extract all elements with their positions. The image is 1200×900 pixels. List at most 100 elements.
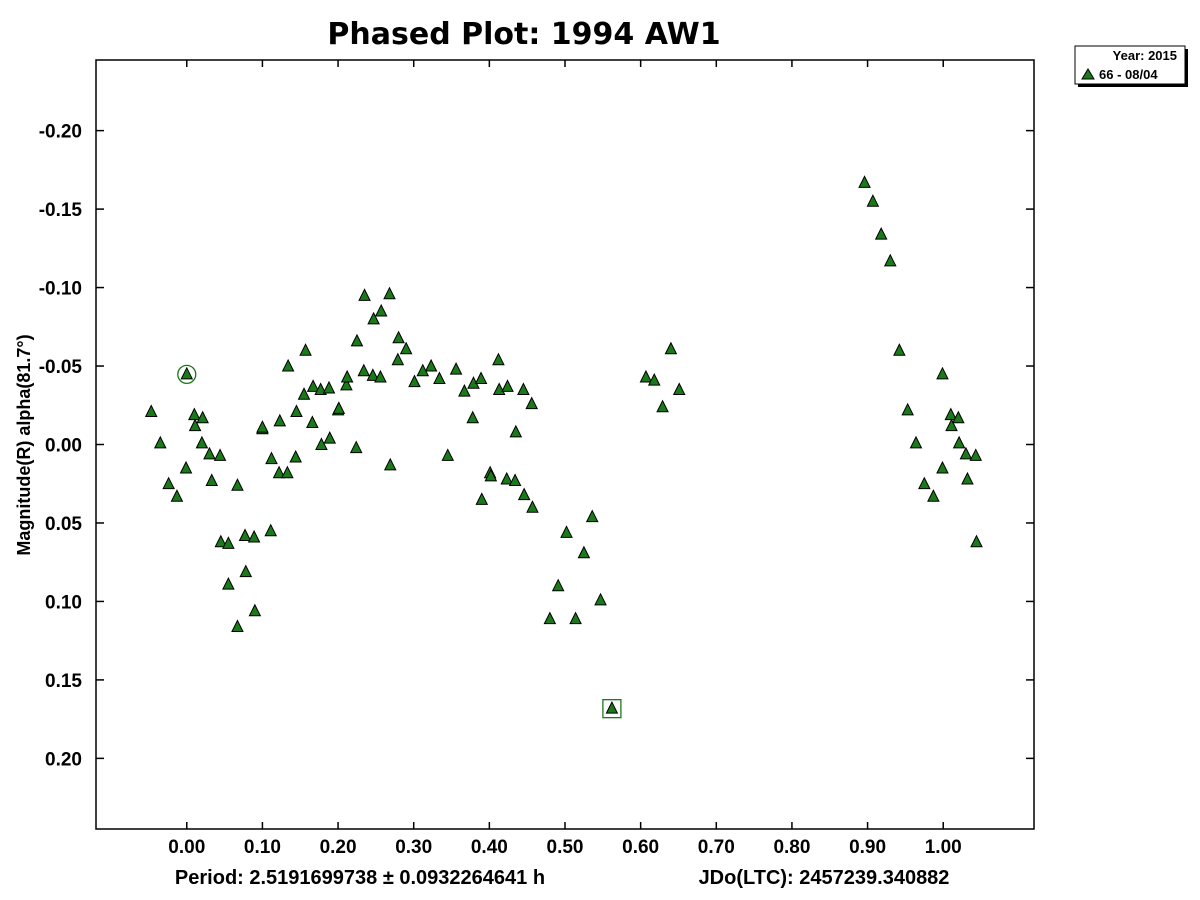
y-axis-label: Magnitude(R) alpha(81.7°) [14,334,34,555]
data-point [399,341,413,355]
data-point [315,437,328,450]
data-point [508,473,522,487]
data-point [306,415,319,428]
data-point [501,379,514,392]
data-point [323,431,337,444]
data-point [509,424,523,438]
data-point [492,352,505,366]
data-point [264,523,278,537]
x-tick-label: 0.80 [773,837,810,858]
x-tick-label: 0.40 [471,837,508,858]
data-point [392,330,405,344]
data-point [458,383,471,397]
data-point [594,592,607,606]
data-point [525,396,539,410]
data-point [256,420,269,433]
data-point [289,449,303,463]
data-point [290,404,303,417]
y-tick-label: 0.20 [45,749,82,770]
x-axis: 0.00 0.10 0.20 0.30 0.40 0.50 0.60 0.70 0.80 0.90… [168,60,962,858]
data-point [909,435,923,449]
data-point [577,545,591,559]
data-point [893,343,906,356]
data-point [936,460,949,474]
data-point [866,194,880,207]
data-point [585,509,599,523]
highlight-circle [177,364,197,385]
data-point [306,379,320,392]
x-tick-label: 1.00 [925,837,962,858]
data-point [248,603,262,617]
data-point [383,457,397,471]
data-point [408,374,421,388]
data-point [162,476,175,490]
y-tick-label: -0.05 [39,357,83,378]
data-point [179,460,193,474]
data-point [374,369,387,383]
data-point [543,611,557,625]
highlighted-data-point [180,366,194,380]
data-point [340,377,353,391]
y-tick-label: -0.15 [39,200,83,221]
y-tick-label: -0.10 [39,279,82,300]
x-tick-label: 0.20 [320,837,357,858]
data-point [340,369,354,383]
data-point [517,487,531,501]
data-point [474,371,488,385]
x-tick-label: 0.10 [244,837,281,858]
data-point [322,380,336,394]
data-point [350,333,364,347]
data-point [349,440,363,454]
data-point [672,382,686,396]
legend: Year: 2015 66 - 08/04 [1074,45,1188,87]
data-point [944,407,958,421]
data-point [383,286,396,300]
data-point [222,536,235,549]
data-point [961,471,974,485]
data-point [500,471,514,485]
data-point [969,448,983,461]
data-point [959,446,973,460]
x-tick-label: 0.70 [698,837,735,858]
data-point [466,410,480,424]
data-point [664,341,678,355]
data-point [222,577,235,590]
data-point [196,410,209,424]
data-point [526,500,539,513]
data-point [314,382,327,396]
epoch-text: JDo(LTC): 2457239.340882 [699,867,950,889]
data-point [927,489,940,502]
data-point [231,619,244,632]
data-point [391,352,405,366]
y-tick-label: 0.15 [45,671,82,692]
x-tick-label: 0.30 [395,837,432,858]
data-point [936,366,949,380]
y-tick-label: 0.10 [45,592,82,613]
legend-box [1074,45,1186,85]
data-point [205,473,219,487]
legend-marker [1081,68,1095,80]
x-tick-label: 0.00 [168,837,205,858]
x-tick-label: 0.90 [849,837,886,858]
legend-header: Year: 2015 [1113,48,1177,63]
data-point [247,529,261,543]
plot-frame [95,59,1035,830]
highlight-square [602,699,622,719]
y-tick-label: 0.00 [45,436,82,457]
data-point [901,402,914,416]
data-point [569,611,582,625]
data-point [281,465,294,479]
data-point [281,358,295,372]
data-point [374,303,388,317]
data-point [188,407,201,421]
data-point [517,382,530,396]
y-tick-label: 0.05 [45,514,82,535]
data-point [265,451,278,465]
data-point [883,253,897,267]
data-point [188,418,202,432]
data-point [475,492,489,505]
data-point [952,435,966,449]
data-point [273,413,287,427]
data-point [918,476,931,490]
